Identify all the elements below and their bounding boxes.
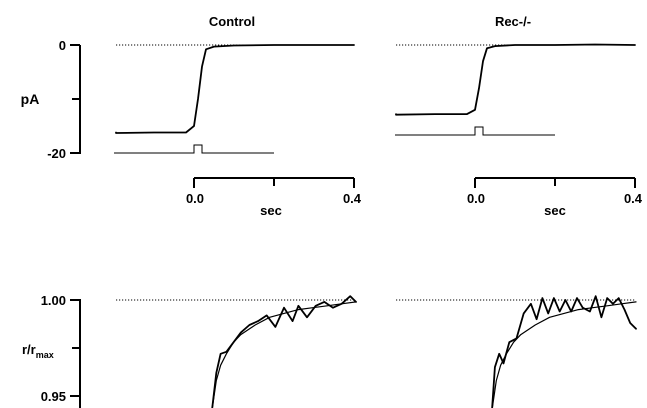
- series-line-0-0: [115, 44, 355, 134]
- panel-title-rec: Rec-/-: [495, 14, 531, 29]
- plot-layer: [114, 43, 637, 408]
- y-tick-label-1-00: 1.00: [41, 293, 66, 308]
- y-tick-label-minus-20: -20: [47, 146, 66, 161]
- top-right-x-axis: [474, 177, 636, 188]
- x-tick-label-0: 0.0: [186, 191, 204, 206]
- panel-title-control: Control: [209, 14, 255, 29]
- x-tick-label-0-right: 0.0: [467, 191, 485, 206]
- series-line-1-0: [395, 43, 636, 116]
- series-line-2-1: [211, 301, 357, 408]
- series-line-3-1: [491, 301, 637, 408]
- top-left-y-axis: [70, 44, 81, 154]
- y-axis-label-r: r/r: [22, 342, 36, 357]
- x-tick-label-0-4-right: 0.4: [624, 191, 643, 206]
- x-axis-label-sec-right: sec: [544, 203, 566, 218]
- y-axis-label-r-rmax: r/rmax: [22, 342, 54, 360]
- x-tick-label-0-4: 0.4: [343, 191, 362, 206]
- stimulus-trace-0: [114, 144, 274, 154]
- series-line-2-0: [211, 295, 357, 408]
- y-axis-label-pa: pA: [21, 91, 40, 107]
- series-line-3-0: [491, 295, 637, 408]
- y-tick-label-0-95: 0.95: [41, 389, 66, 404]
- top-left-x-axis: [193, 177, 355, 188]
- x-axis-label-sec: sec: [260, 203, 282, 218]
- bottom-left-y-axis: [70, 299, 81, 408]
- stimulus-trace-1: [395, 126, 555, 136]
- y-tick-label-0: 0: [59, 38, 66, 53]
- y-axis-label-max-subscript: max: [36, 350, 54, 360]
